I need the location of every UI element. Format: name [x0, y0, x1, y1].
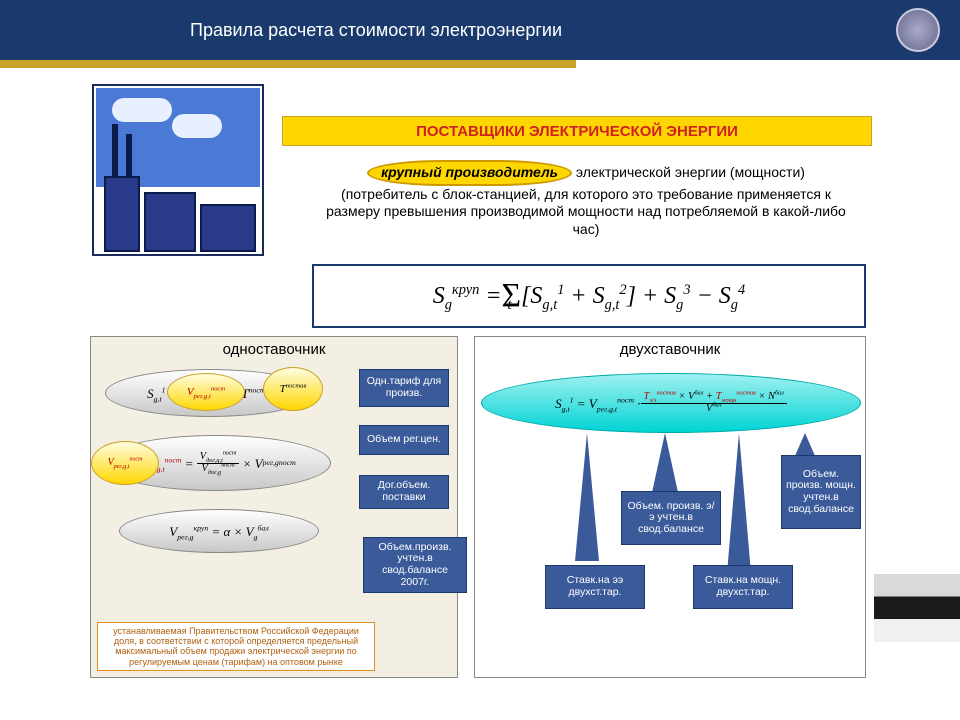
t-postav-badge: Tпостав [263, 367, 323, 411]
formula-ellipse-3: Vрег,gкруп = α × Vgбал [119, 509, 319, 553]
v-reg-badge-2: Vрег,g,tпост [91, 441, 159, 485]
two-rate-panel: двухставочник Sg,t1 = Vрег,g,tпост · Tэ/… [474, 336, 866, 678]
note-power-vol: Объем. произв. мощн. учтен.в свод.баланс… [781, 455, 861, 529]
government-note: устанавливаемая Правительством Российско… [97, 622, 375, 671]
pointer-3 [575, 433, 599, 561]
producer-badge: крупный производитель [367, 160, 572, 186]
note-balance-2007: Объем.произв. учтен.в свод.балансе 2007г… [363, 537, 467, 593]
header-rule [0, 60, 960, 68]
single-rate-panel: одноставочник Sg,t1 = Vрег,g,tпост × Tпо… [90, 336, 458, 678]
header-title: Правила расчета стоимости электроэнергии [190, 20, 562, 41]
pointer-1 [651, 433, 679, 497]
suppliers-banner: ПОСТАВЩИКИ ЭЛЕКТРИЧЕСКОЙ ЭНЕРГИИ [282, 116, 872, 146]
page-header: Правила расчета стоимости электроэнергии [0, 0, 960, 60]
note-volume-reg: Объем рег.цен. [359, 425, 449, 455]
two-rate-title: двухставочник [475, 341, 865, 358]
main-formula: Sgкруп = t [Sg,t1 + Sg,t2] + Sg3 − Sg4 [312, 264, 866, 328]
note-ee-rate: Ставк.на ээ двухст.тар. [545, 565, 645, 609]
header-logo-icon [896, 8, 940, 52]
note-power-rate: Ставк.на мощн. двухст.тар. [693, 565, 793, 609]
factory-illustration [92, 84, 264, 256]
note-ee-vol: Объем. произв. э/э учтен.в свод.балансе [621, 491, 721, 545]
description-paragraph: крупный производитель электрической энер… [326, 160, 846, 238]
note-tariff: Одн.тариф для произв. [359, 369, 449, 407]
note-contract-vol: Дог.объем. поставки [359, 475, 449, 509]
v-reg-badge-1: Vрег,g,tпост [167, 373, 245, 411]
single-rate-title: одноставочник [91, 341, 457, 358]
two-rate-formula: Sg,t1 = Vрег,g,tпост · Tэ/эпостав × Vбал… [481, 373, 861, 433]
decorative-stripe [874, 574, 960, 642]
pointer-4 [727, 433, 751, 573]
